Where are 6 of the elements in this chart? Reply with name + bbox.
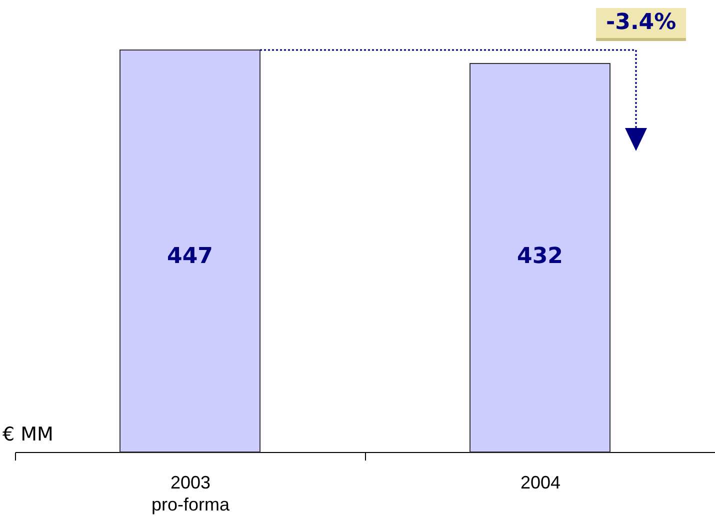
x-tick-label: 2003 pro-forma <box>151 472 230 514</box>
y-axis-title: € MM <box>2 424 54 446</box>
x-tick-label: 2004 <box>520 472 561 492</box>
text: -3.4% <box>596 8 686 41</box>
data-label: 447 <box>167 244 213 269</box>
data-label: 432 <box>517 244 563 269</box>
